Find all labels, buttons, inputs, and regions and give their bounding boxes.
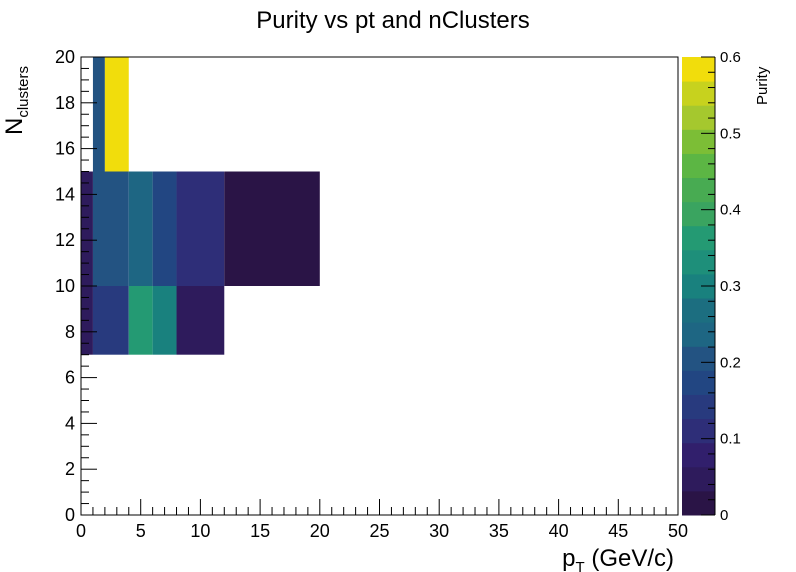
heatmap-cell — [104, 57, 129, 172]
x-tick-label: 15 — [250, 521, 270, 541]
colorbar-swatch — [682, 466, 715, 492]
heatmap-cell — [152, 286, 177, 355]
y-tick-label: 10 — [55, 276, 75, 296]
y-tick-label: 20 — [55, 47, 75, 67]
y-tick-label: 0 — [65, 505, 75, 525]
colorbar-swatch — [682, 298, 715, 323]
heatmap-cells — [81, 57, 320, 355]
chart-title: Purity vs pt and nClusters — [256, 7, 529, 34]
heatmap-cell — [92, 171, 129, 286]
colorbar-tick-label: 0.3 — [720, 278, 741, 295]
heatmap-cell — [152, 171, 177, 286]
colorbar-swatch — [682, 394, 715, 420]
y-tick-label: 12 — [55, 230, 75, 250]
colorbar-tick-label: 0.1 — [720, 431, 741, 448]
colorbar-tick-label: 0 — [720, 507, 728, 524]
colorbar-swatch — [682, 177, 715, 203]
x-tick-label: 25 — [369, 521, 389, 541]
y-tick-label: 4 — [65, 413, 75, 433]
colorbar-tick-label: 0.5 — [720, 125, 741, 142]
colorbar-swatch — [682, 370, 715, 395]
x-tick-label: 5 — [136, 521, 146, 541]
y-tick-label: 16 — [55, 139, 75, 159]
x-tick-label: 50 — [668, 521, 688, 541]
x-tick-label: 0 — [76, 521, 86, 541]
x-tick-label: 30 — [429, 521, 449, 541]
colorbar-swatch — [682, 81, 715, 106]
heatmap-cell — [92, 286, 129, 355]
heatmap-cell — [128, 171, 153, 286]
colorbar-swatch — [682, 322, 715, 347]
x-tick-label: 35 — [489, 521, 509, 541]
colorbar-tick-label: 0.4 — [720, 202, 741, 219]
y-tick-label: 6 — [65, 368, 75, 388]
colorbar-tick-label: 0.2 — [720, 354, 741, 371]
x-tick-label: 20 — [310, 521, 330, 541]
y-tick-label: 14 — [55, 184, 75, 204]
colorbar-swatch — [682, 57, 715, 82]
y-tick-label: 8 — [65, 322, 75, 342]
colorbar: 0 0.1 0.2 0.3 0.4 0.5 0.6 — [682, 49, 741, 524]
colorbar-swatch — [682, 153, 715, 179]
x-tick-label: 10 — [190, 521, 210, 541]
colorbar-swatch — [682, 442, 715, 468]
colorbar-swatch — [682, 225, 715, 251]
colorbar-swatch — [682, 346, 715, 371]
colorbar-tick-label: 0.6 — [720, 49, 741, 66]
x-tick-label: 40 — [549, 521, 569, 541]
x-axis: 0 5 10 15 20 25 30 35 40 45 50 — [76, 499, 688, 541]
colorbar-swatch — [682, 490, 715, 516]
colorbar-swatch — [682, 418, 715, 444]
heatmap-cell — [92, 57, 105, 172]
heatmap-cell — [176, 286, 225, 355]
y-axis-label: Nclusters — [1, 66, 32, 135]
y-tick-label: 2 — [65, 459, 75, 479]
y-axis: 0 2 4 6 8 10 12 14 16 18 20 — [55, 47, 97, 525]
x-axis-label: pT (GeV/c) — [562, 545, 674, 572]
heatmap-cell — [224, 171, 320, 286]
x-tick-label: 45 — [608, 521, 628, 541]
colorbar-label: Purity — [754, 66, 771, 105]
colorbar-swatch — [682, 201, 715, 227]
heatmap-cell — [176, 171, 225, 286]
y-tick-label: 18 — [55, 93, 75, 113]
heatmap-cell — [128, 286, 153, 355]
colorbar-swatch — [682, 105, 715, 130]
